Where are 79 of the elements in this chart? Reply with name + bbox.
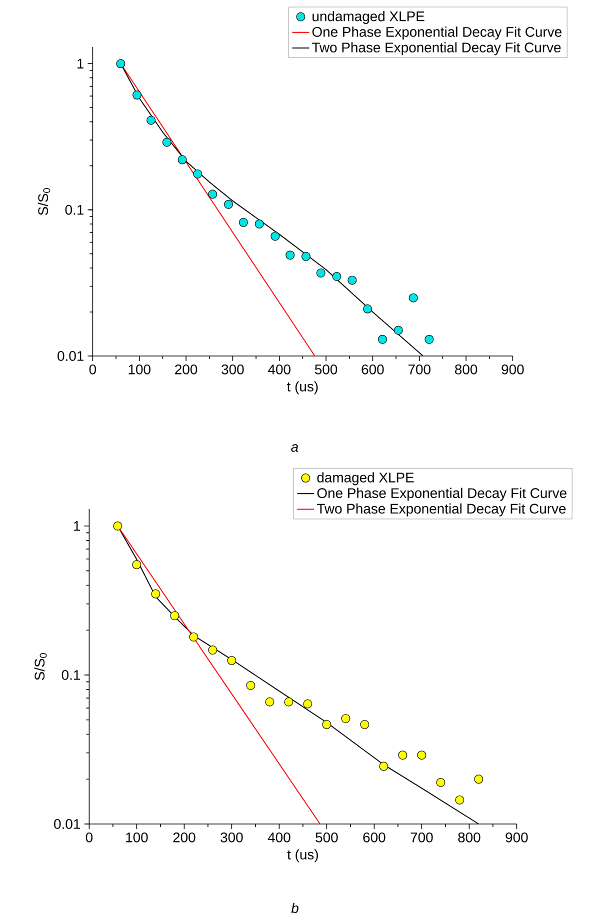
- x-tick-label: 900: [502, 364, 524, 374]
- point: [360, 720, 370, 730]
- x-tick-label: 400: [268, 364, 290, 374]
- y-axis-title: S/S$_{0}$: [38, 188, 50, 216]
- point: [113, 521, 122, 530]
- text: a: [291, 444, 298, 452]
- x-tick-label: 300: [222, 364, 244, 374]
- point: [132, 90, 142, 100]
- y-tick-label: 1: [74, 521, 80, 531]
- x-tick-label: 200: [173, 832, 196, 842]
- legend-label: Two Phase Exponential Decay Fit Curve: [312, 42, 561, 56]
- x-axis-title: t (us): [287, 381, 318, 394]
- point: [265, 697, 274, 706]
- point: [322, 720, 332, 730]
- point: [246, 681, 256, 690]
- point: [378, 334, 387, 344]
- point: [284, 697, 294, 706]
- point: [270, 232, 280, 241]
- y-tick-label: 1: [77, 58, 84, 68]
- point: [254, 219, 264, 228]
- point: [398, 750, 408, 760]
- x-tick-label: 800: [455, 364, 478, 374]
- point: [193, 169, 202, 178]
- x-tick-label: 200: [175, 364, 198, 374]
- x-tick-label: 300: [220, 832, 243, 842]
- x-tick-label: 500: [316, 832, 338, 842]
- point: [301, 252, 310, 261]
- y-tick-label: 0.1: [62, 670, 80, 680]
- legend-label: undamaged XLPE: [312, 11, 424, 24]
- x-tick-label: 0: [86, 832, 93, 842]
- legend-label: Two Phase Exponential Decay Fit Curve: [316, 503, 566, 516]
- point: [417, 750, 426, 760]
- point: [316, 268, 326, 278]
- x-tick-label: 600: [362, 364, 384, 374]
- x-tick-label: 600: [363, 832, 386, 842]
- x-tick-label: 0: [89, 364, 96, 374]
- x-tick-label: 700: [408, 364, 430, 374]
- x-tick-label: 400: [268, 832, 290, 842]
- x-axis-title: t (us): [287, 849, 318, 862]
- point: [116, 59, 126, 68]
- x-tick-label: 700: [410, 832, 433, 842]
- y-tick-label: 0.01: [58, 351, 84, 361]
- x-tick-label: 100: [126, 832, 148, 842]
- point: [151, 589, 160, 598]
- point: [474, 774, 484, 784]
- x-tick-label: 500: [314, 364, 338, 374]
- point: [363, 304, 372, 314]
- point: [408, 293, 418, 302]
- point: [208, 190, 218, 199]
- point: [238, 218, 248, 227]
- point: [162, 138, 172, 147]
- text: b: [291, 902, 298, 914]
- point: [341, 714, 350, 724]
- point: [436, 778, 446, 787]
- point: [132, 560, 142, 570]
- point: [455, 795, 464, 804]
- point: [303, 699, 312, 708]
- point: [224, 200, 233, 209]
- point: [189, 632, 198, 642]
- y-tick-label: 0.1: [65, 204, 84, 215]
- point: [332, 272, 342, 281]
- x-tick-label: 100: [128, 364, 150, 374]
- point: [424, 334, 434, 344]
- point: [146, 116, 156, 125]
- point: [348, 276, 357, 285]
- point: [286, 250, 295, 260]
- x-tick-label: 800: [458, 832, 480, 842]
- y-axis-title: S/S$_{0}$: [34, 653, 47, 680]
- x-tick-label: 900: [506, 832, 528, 842]
- legend-label: One Phase Exponential Decay Fit Curve: [317, 488, 566, 501]
- point: [170, 611, 180, 620]
- point: [178, 155, 187, 164]
- legend-label: One Phase Exponential Decay Fit Curve: [312, 26, 562, 40]
- point: [208, 646, 218, 655]
- point: [379, 762, 388, 771]
- point: [394, 326, 403, 335]
- legend-label: damaged XLPE: [317, 472, 414, 486]
- y-tick-label: 0.01: [54, 819, 80, 829]
- point: [227, 656, 236, 666]
